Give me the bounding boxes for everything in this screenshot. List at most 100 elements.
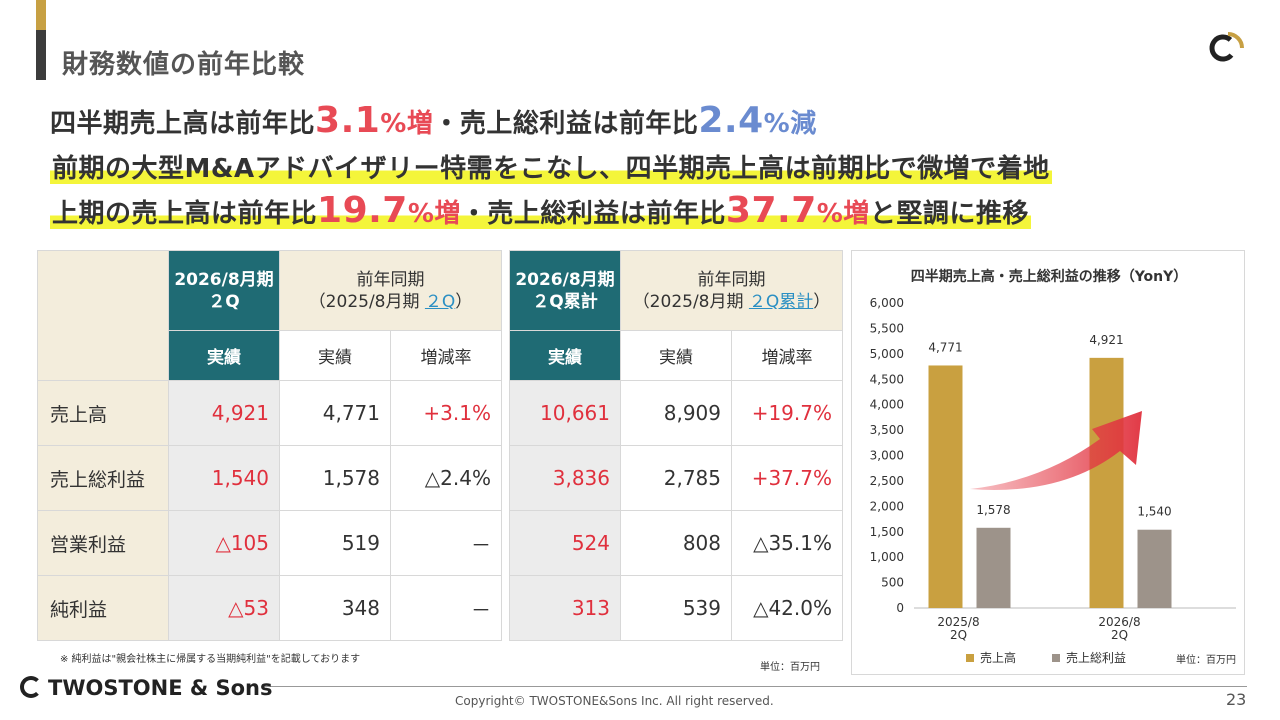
- cell-current: △53: [168, 575, 280, 641]
- page-number: 23: [1226, 690, 1247, 709]
- subheader-prev-actual: 実績: [279, 330, 391, 381]
- footnote: ※ 純利益は"親会社株主に帰属する当期純利益"を記載しております: [60, 654, 361, 665]
- header-link[interactable]: ２Q: [424, 291, 456, 312]
- table-row: 営業利益 △105 519 －: [37, 510, 502, 576]
- y-tick-label: 4,500: [870, 372, 904, 386]
- cell-prev: 1,578: [279, 445, 391, 511]
- headline-value: 2.4: [698, 100, 764, 141]
- headline-highlight: 上期の売上高は前年比19.7%増・売上総利益は前年比37.7%増と堅調に推移: [50, 190, 1031, 231]
- headline-half: 上期の売上高は前年比19.7%増・売上総利益は前年比37.7%増と堅調に推移: [50, 190, 1031, 231]
- bar-gross-profit: [1137, 529, 1172, 608]
- subheader-actual: 実績: [168, 330, 280, 381]
- legend-swatch: [1052, 654, 1060, 662]
- cell-prev: 4,771: [279, 380, 391, 446]
- header-text: ２Q: [208, 291, 240, 312]
- y-tick-label: 1,000: [870, 550, 904, 564]
- headline-unit: %増: [407, 199, 461, 229]
- table-row: 313 539 △42.0%: [509, 575, 843, 641]
- copyright: Copyright© TWOSTONE&Sons Inc. All right …: [455, 694, 774, 708]
- headline-text: 四半期売上高は前年比: [50, 109, 316, 139]
- headline-value: 37.7: [725, 190, 817, 231]
- y-tick-label: 5,000: [870, 347, 904, 361]
- header-text: 前年同期: [697, 269, 766, 290]
- header-text: （2025/8月期: [308, 291, 425, 312]
- headline-value: 19.7: [317, 190, 408, 231]
- headline-unit: %増: [816, 199, 870, 229]
- bar-gross-profit: [976, 527, 1011, 608]
- headline-summary: 前期の大型M&Aアドバイザリー特需をこなし、四半期売上高は前期比で微増で着地: [50, 148, 1052, 185]
- header-current-period: 2026/8月期 ２Q累計: [509, 250, 621, 331]
- y-tick-label: 4,000: [870, 398, 904, 412]
- headline-text: と堅調に推移: [869, 199, 1029, 229]
- x-tick-label: 2Q: [950, 628, 967, 642]
- subheader-change: 増減率: [390, 330, 502, 381]
- bar-sales: [1089, 357, 1124, 608]
- x-tick-label: 2026/8: [1098, 615, 1140, 629]
- cell-change: －: [390, 510, 502, 576]
- page-title: 財務数値の前年比較: [62, 50, 306, 80]
- cell-prev: 808: [620, 510, 732, 576]
- header-prev-period: 前年同期 （2025/8月期 ２Q）: [279, 250, 502, 331]
- header-current-period: 2026/8月期 ２Q: [168, 250, 280, 331]
- data-label: 1,578: [976, 503, 1010, 517]
- cell-current: 1,540: [168, 445, 280, 511]
- x-tick-label: 2025/8: [937, 615, 979, 629]
- headline-unit: %減: [763, 109, 817, 139]
- data-label: 4,771: [928, 340, 962, 354]
- logo-ring-icon: [20, 676, 42, 698]
- y-tick-label: 500: [881, 576, 904, 590]
- y-tick-label: 2,500: [870, 474, 904, 488]
- cell-prev: 348: [279, 575, 391, 641]
- row-label: 営業利益: [37, 510, 169, 576]
- cell-current: 313: [509, 575, 621, 641]
- data-label: 1,540: [1137, 505, 1171, 519]
- cell-change: +37.7%: [731, 445, 843, 511]
- y-tick-label: 5,500: [870, 321, 904, 335]
- header-text: （2025/8月期: [632, 291, 749, 312]
- row-label: 売上高: [37, 380, 169, 446]
- cell-prev: 2,785: [620, 445, 732, 511]
- headline-highlight-text: 前期の大型M&Aアドバイザリー特需をこなし、四半期売上高は前期比で微増で着地: [50, 154, 1052, 184]
- cell-change: △42.0%: [731, 575, 843, 641]
- legend-swatch: [966, 654, 974, 662]
- half-year-table: 2026/8月期 ２Q累計 前年同期 （2025/8月期 ２Q累計） 実績 実績 増…: [509, 250, 843, 641]
- chart-title: 四半期売上高・売上総利益の推移（YonY）: [911, 268, 1188, 285]
- cell-current: 3,836: [509, 445, 621, 511]
- header-text: 2026/8月期: [174, 269, 274, 290]
- table-row: 純利益 △53 348 －: [37, 575, 502, 641]
- subheader-change: 増減率: [731, 330, 843, 381]
- company-mark-icon: [1209, 32, 1244, 62]
- headline-value: 3.1: [315, 100, 381, 141]
- cell-change: △35.1%: [731, 510, 843, 576]
- table-row: 3,836 2,785 +37.7%: [509, 445, 843, 511]
- footer-logo: TWOSTONE & Sons: [20, 676, 273, 700]
- cell-prev: 519: [279, 510, 391, 576]
- cell-current: 4,921: [168, 380, 280, 446]
- cell-current: 524: [509, 510, 621, 576]
- quarter-table: 2026/8月期 ２Q 前年同期 （2025/8月期 ２Q） 実績 実績 増減率 売…: [37, 250, 502, 641]
- cell-current: 10,661: [509, 380, 621, 446]
- y-tick-label: 6,000: [870, 296, 904, 310]
- legend-label: 売上総利益: [1066, 650, 1126, 665]
- bar-sales: [928, 365, 963, 608]
- header-text: ）: [813, 291, 831, 312]
- headline-unit: %増: [380, 109, 434, 139]
- x-tick-label: 2Q: [1111, 628, 1128, 642]
- header-text: 前年同期: [356, 269, 425, 290]
- title-accent-bar: [36, 0, 46, 30]
- y-tick-label: 1,500: [870, 525, 904, 539]
- header-prev-period: 前年同期 （2025/8月期 ２Q累計）: [620, 250, 843, 331]
- data-label: 4,921: [1089, 333, 1123, 347]
- bar-chart: 四半期売上高・売上総利益の推移（YonY） 0 500 1,000 1,500 2,000…: [870, 268, 1236, 666]
- cell-prev: 8,909: [620, 380, 732, 446]
- title-bar: [36, 30, 46, 80]
- chart-unit-label: 単位：百万円: [1176, 653, 1236, 666]
- header-text: 2026/8月期: [515, 269, 615, 290]
- header-link[interactable]: ２Q累計: [748, 291, 814, 312]
- footer-logo-text: TWOSTONE & Sons: [48, 676, 273, 700]
- table-row: 524 808 △35.1%: [509, 510, 843, 576]
- y-tick-label: 3,500: [870, 423, 904, 437]
- y-tick-label: 2,000: [870, 499, 904, 513]
- table-corner: [37, 250, 169, 381]
- cell-prev: 539: [620, 575, 732, 641]
